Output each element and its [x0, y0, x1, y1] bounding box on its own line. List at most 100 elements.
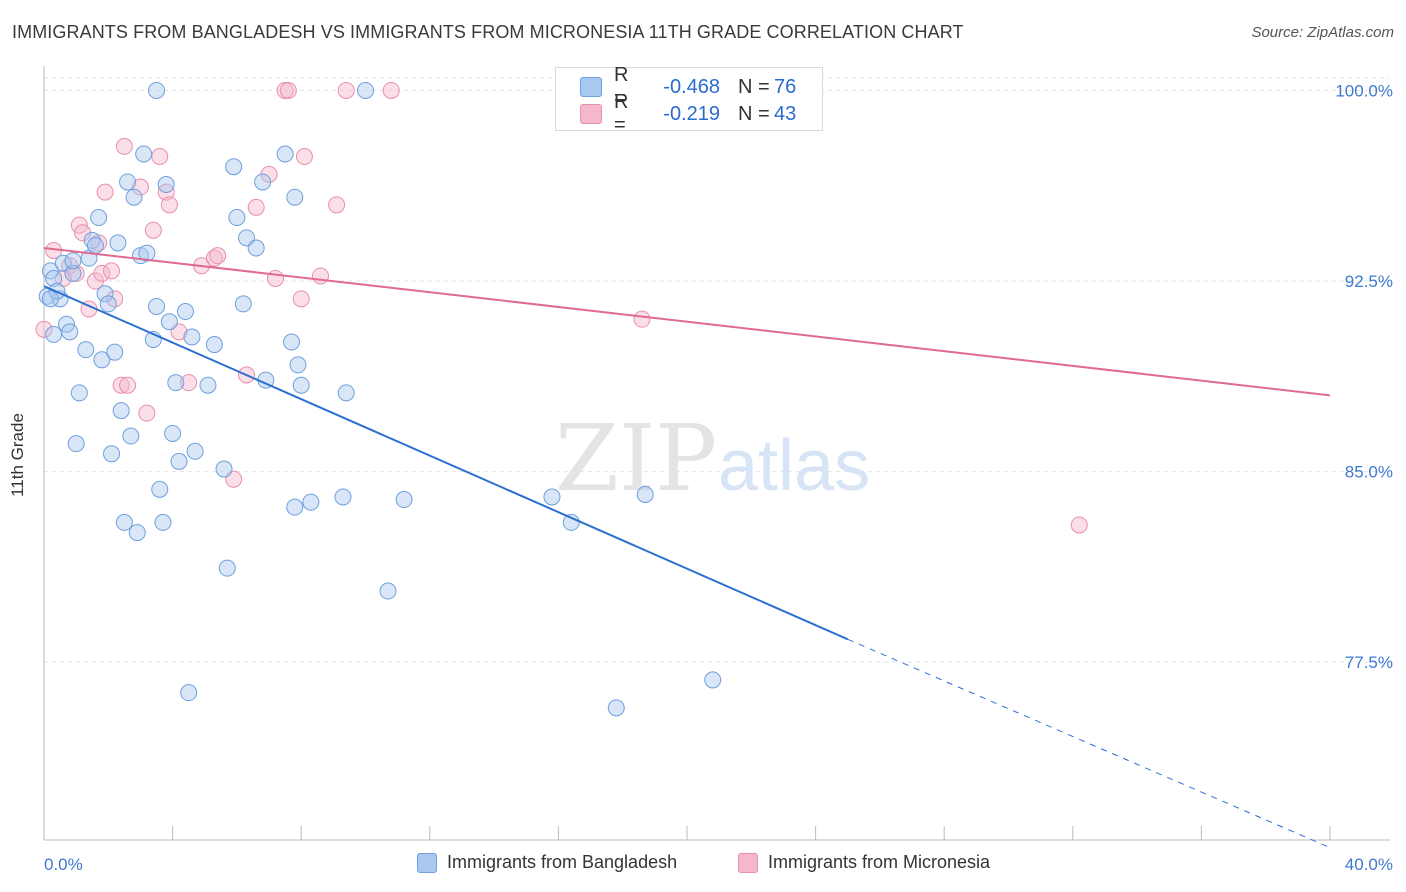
bangladesh-point [205, 336, 223, 354]
bangladesh-point [289, 356, 307, 374]
micronesia-point [209, 247, 227, 265]
bangladesh-point [99, 295, 117, 313]
micronesia-point [160, 196, 178, 214]
bangladesh-point [607, 699, 625, 717]
bangladesh-point [276, 145, 294, 163]
micronesia-point [382, 81, 400, 99]
micronesia-point [112, 376, 130, 394]
micronesia-point [93, 264, 111, 282]
bangladesh-point [283, 333, 301, 351]
bangladesh-point [337, 384, 355, 402]
micronesia-point [115, 137, 133, 155]
bangladesh-point [112, 402, 130, 420]
legend-row-micronesia: R = -0.219 N = 43 [556, 91, 796, 136]
bangladesh-point [160, 313, 178, 331]
bangladesh-point [218, 559, 236, 577]
bangladesh-point [292, 376, 310, 394]
bangladesh-point [151, 480, 169, 498]
bangladesh-point [77, 341, 95, 359]
micronesia-point [279, 81, 297, 99]
trend-lines [43, 247, 1331, 849]
bangladesh-point [334, 488, 352, 506]
bangladesh-point [93, 351, 111, 369]
micronesia-point [205, 249, 223, 267]
bangladesh-point [64, 252, 82, 270]
bangladesh-point [286, 188, 304, 206]
legend-swatch-bangladesh [417, 852, 437, 873]
bangladesh-points [38, 81, 722, 717]
bangladesh-point [247, 239, 265, 257]
legend-r-value: -0.468 [663, 75, 720, 98]
bangladesh-point [183, 328, 201, 346]
legend-swatch-micronesia [738, 852, 758, 873]
micronesia-point [119, 376, 137, 394]
bangladesh-point [379, 582, 397, 600]
bangladesh-point [128, 524, 146, 542]
bangladesh-point [254, 173, 272, 191]
watermark-zip: ZIP [555, 405, 717, 512]
bangladesh-point [170, 452, 188, 470]
bangladesh-point [67, 435, 85, 453]
bangladesh-point [302, 493, 320, 511]
source-label: Source: ZipAtlas.com [1251, 24, 1394, 41]
bangladesh-point [357, 81, 374, 99]
bangladesh-point [61, 323, 79, 341]
y-tick-label: 100.0% [1335, 81, 1393, 100]
bangladesh-point [704, 671, 722, 689]
watermark: ZIP atlas [555, 405, 870, 512]
stats-legend: R = -0.468 N = 76 R = -0.219 N = 43 [555, 64, 823, 136]
bangladesh-point [106, 343, 124, 361]
series-legend: Immigrants from Bangladesh Immigrants fr… [0, 852, 1406, 878]
micronesia-point [144, 221, 162, 239]
y-tick-label: 92.5% [1345, 272, 1393, 291]
legend-swatch-pink [580, 104, 602, 124]
bangladesh-point [395, 491, 413, 509]
micronesia-points [35, 81, 1088, 534]
micronesia-point [131, 178, 149, 196]
micronesia-point [337, 81, 355, 99]
legend-swatch-blue [580, 77, 602, 97]
legend-n-label: N = [738, 75, 770, 98]
bangladesh-point [157, 175, 175, 193]
bangladesh-point [215, 460, 233, 478]
legend-item-bangladesh[interactable]: Immigrants from Bangladesh [417, 852, 677, 873]
bangladesh-point [562, 513, 580, 531]
x-tick-label: 40.0% [1345, 855, 1393, 874]
y-tick-label: 85.0% [1345, 463, 1393, 482]
chart-title: IMMIGRANTS FROM BANGLADESH VS IMMIGRANTS… [12, 22, 964, 42]
bangladesh-point [103, 445, 121, 463]
bangladesh-point [109, 234, 127, 252]
legend-label-bangladesh: Immigrants from Bangladesh [447, 852, 678, 872]
bangladesh-trend-line [43, 285, 849, 641]
micronesia-point [633, 310, 651, 328]
micronesia-point [151, 148, 169, 166]
bangladesh-trend-extension [847, 638, 1331, 849]
legend-r-label: R = [614, 91, 629, 136]
bangladesh-point [125, 188, 143, 206]
micronesia-point [295, 148, 313, 166]
bangladesh-point [180, 684, 198, 702]
bangladesh-point [286, 498, 304, 516]
legend-n-label: N = [738, 102, 770, 125]
bangladesh-point [70, 384, 88, 402]
bangladesh-point [148, 81, 166, 99]
bangladesh-point [64, 264, 82, 282]
bangladesh-point [199, 376, 217, 394]
bangladesh-point [45, 270, 63, 288]
legend-row-bangladesh: R = -0.468 N = 76 [556, 64, 796, 109]
legend-r-label: R = [614, 64, 629, 109]
bangladesh-point [41, 290, 59, 308]
micronesia-point [96, 183, 114, 201]
bangladesh-point [96, 285, 114, 303]
bangladesh-point [543, 488, 561, 506]
micronesia-point [103, 262, 121, 280]
legend-item-micronesia[interactable]: Immigrants from Micronesia [738, 852, 990, 873]
bangladesh-point [148, 297, 166, 315]
micronesia-point [1070, 516, 1088, 534]
micronesia-point [247, 198, 265, 216]
bangladesh-point [167, 374, 185, 392]
bangladesh-point [176, 303, 194, 321]
micronesia-point [311, 267, 329, 285]
bangladesh-point [225, 158, 243, 176]
